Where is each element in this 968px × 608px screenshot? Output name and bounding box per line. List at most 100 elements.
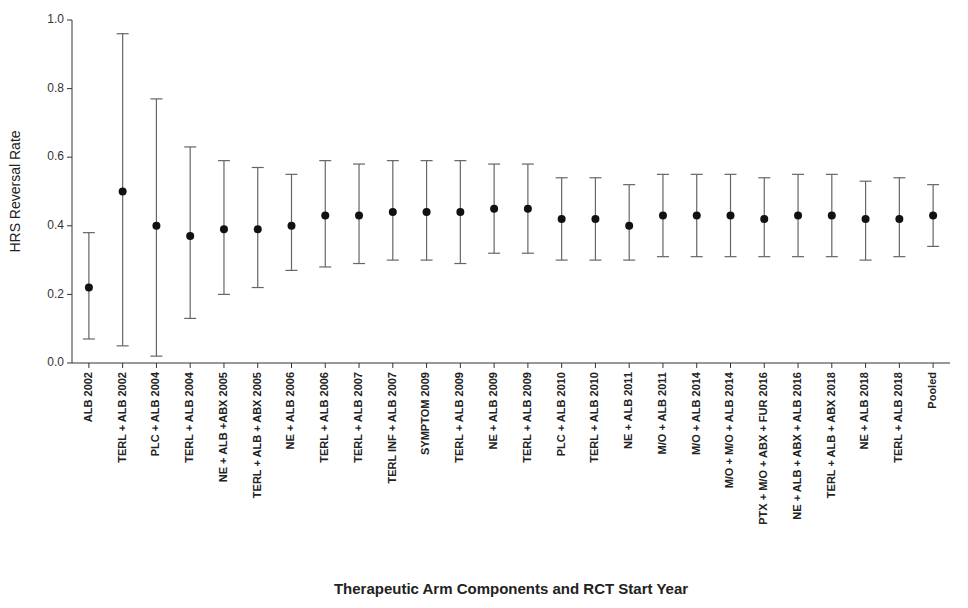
point — [929, 212, 937, 220]
error-cap-high — [319, 160, 331, 161]
error-cap-low — [522, 253, 534, 254]
error-cap-high — [150, 98, 162, 99]
error-cap-low — [556, 260, 568, 261]
point — [220, 225, 228, 233]
error-cap-low — [758, 256, 770, 257]
x-tick — [257, 363, 258, 368]
point — [625, 222, 633, 230]
x-tick-label: NE + ALB + ABX + ALB 2016 — [791, 372, 803, 520]
x-tick-label: TERL + ALB + ABX 2005 — [251, 372, 263, 498]
error-cap-low — [792, 256, 804, 257]
error-cap-high — [657, 174, 669, 175]
y-tick — [67, 225, 72, 226]
x-tick — [392, 363, 393, 368]
y-tick-label: 0.6 — [47, 149, 64, 163]
error-cap-low — [454, 263, 466, 264]
x-tick — [730, 363, 731, 368]
y-tick — [67, 294, 72, 295]
x-tick-label: M/O + ALB 2011 — [656, 372, 668, 454]
error-cap-low — [860, 260, 872, 261]
point — [288, 222, 296, 230]
error-cap-low — [589, 260, 601, 261]
error-cap-high — [589, 177, 601, 178]
x-tick — [696, 363, 697, 368]
x-tick — [865, 363, 866, 368]
error-cap-high — [758, 177, 770, 178]
error-cap-high — [421, 160, 433, 161]
chart: 0.00.20.40.60.81.0ALB 2002TERL + ALB 200… — [0, 0, 968, 608]
y-tick — [67, 20, 72, 21]
y-tick-label: 0.0 — [47, 355, 64, 369]
error-cap-low — [83, 338, 95, 339]
x-tick-label: TERL + ALB 2004 — [183, 371, 195, 463]
point — [355, 212, 363, 220]
x-tick — [764, 363, 765, 368]
error-cap-high — [893, 177, 905, 178]
x-tick-label: M/O + M/O + ALB 2014 — [723, 371, 735, 488]
error-cap-high — [184, 146, 196, 147]
x-tick — [831, 363, 832, 368]
point — [524, 205, 532, 213]
point — [693, 212, 701, 220]
error-cap-high — [623, 184, 635, 185]
x-tick — [460, 363, 461, 368]
y-tick — [67, 88, 72, 89]
x-tick-label: TERL + ALB 2018 — [892, 372, 904, 463]
x-tick — [494, 363, 495, 368]
error-cap-high — [860, 181, 872, 182]
error-cap-low — [657, 256, 669, 257]
x-tick-label: TERL + ALB 2002 — [116, 372, 128, 463]
x-tick-label: TERL + ALB 2006 — [318, 372, 330, 463]
axes: 0.00.20.40.60.81.0ALB 2002TERL + ALB 200… — [47, 12, 950, 525]
error-cap-low — [421, 260, 433, 261]
point — [828, 212, 836, 220]
x-tick-label: NE + ALB 2011 — [622, 372, 634, 449]
x-tick-label: PLC + ALB 2004 — [149, 371, 161, 456]
x-tick-label: TERL + ALB 2009 — [521, 372, 533, 463]
x-tick — [190, 363, 191, 368]
y-tick — [67, 363, 72, 364]
y-tick-label: 0.4 — [47, 218, 64, 232]
y-tick-label: 1.0 — [47, 12, 64, 26]
error-cap-low — [184, 318, 196, 319]
point — [389, 208, 397, 216]
x-tick — [798, 363, 799, 368]
error-cap-low — [387, 260, 399, 261]
point — [727, 212, 735, 220]
x-tick-label: PTX + M/O + ABX + FUR 2016 — [757, 372, 769, 525]
error-cap-low — [893, 256, 905, 257]
point — [152, 222, 160, 230]
point — [119, 188, 127, 196]
y-tick-label: 0.8 — [47, 81, 64, 95]
x-tick-label: Pooled — [926, 372, 938, 409]
x-tick-label: NE + ALB 2006 — [284, 372, 296, 450]
y-axis-title: HRS Reversal Rate — [7, 130, 23, 252]
error-cap-high — [522, 163, 534, 164]
point — [558, 215, 566, 223]
x-tick-label: TERL + ALB + ABX 2018 — [825, 372, 837, 498]
error-cap-high — [725, 174, 737, 175]
error-cap-low — [286, 270, 298, 271]
x-tick — [629, 363, 630, 368]
error-cap-low — [319, 266, 331, 267]
point — [760, 215, 768, 223]
point — [254, 225, 262, 233]
point — [456, 208, 464, 216]
point — [591, 215, 599, 223]
error-cap-high — [454, 160, 466, 161]
error-cap-low — [927, 246, 939, 247]
point — [85, 284, 93, 292]
point — [862, 215, 870, 223]
error-cap-low — [488, 253, 500, 254]
error-cap-low — [117, 345, 129, 346]
x-tick-label: NE + ALB 2018 — [858, 372, 870, 450]
x-tick — [662, 363, 663, 368]
x-tick-label: TERL + ALB 2010 — [588, 372, 600, 463]
error-cap-high — [927, 184, 939, 185]
point — [423, 208, 431, 216]
error-cap-high — [387, 160, 399, 161]
error-cap-high — [286, 174, 298, 175]
x-tick — [561, 363, 562, 368]
point — [794, 212, 802, 220]
point — [321, 212, 329, 220]
